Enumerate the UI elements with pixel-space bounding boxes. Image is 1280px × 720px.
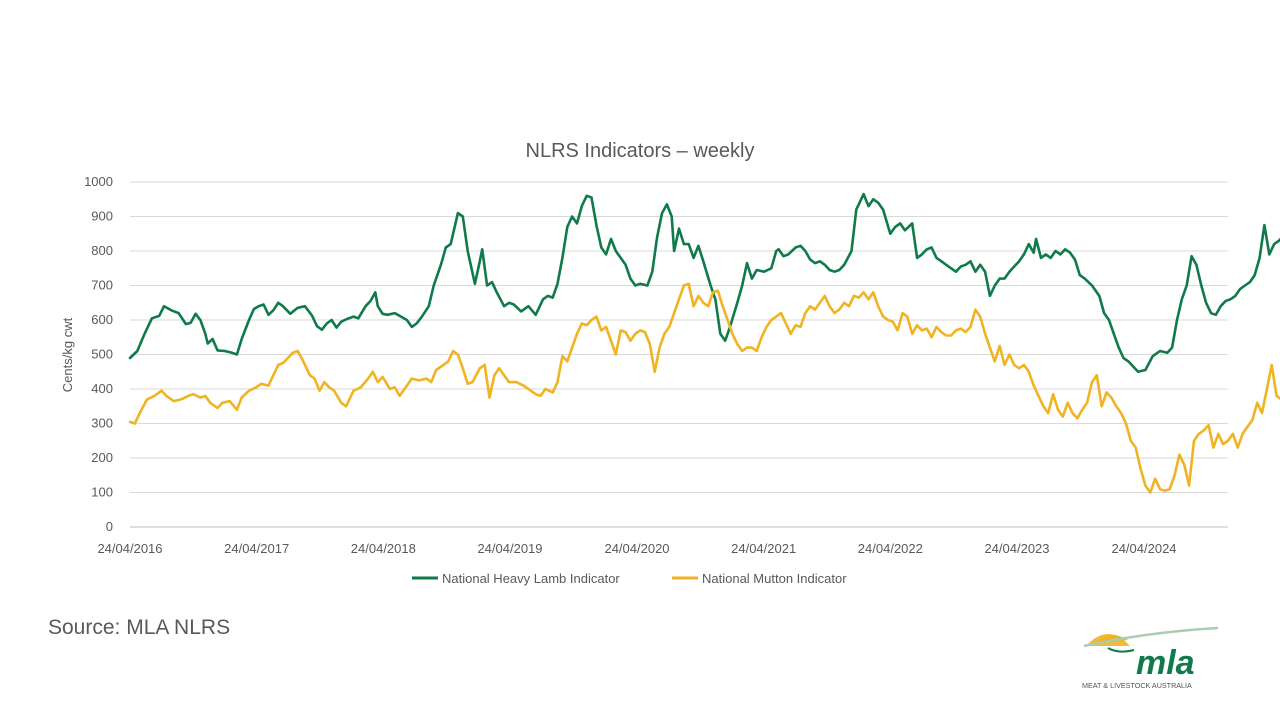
y-tick-label: 800	[91, 243, 113, 258]
y-tick-label: 400	[91, 381, 113, 396]
x-tick-label: 24/04/2019	[477, 541, 542, 556]
y-tick-label: 300	[91, 416, 113, 431]
x-tick-label: 24/04/2018	[351, 541, 416, 556]
x-tick-label: 24/04/2021	[731, 541, 796, 556]
x-axis: 24/04/2016 24/04/2017 24/04/2018 24/04/2019…	[97, 541, 1176, 556]
mla-logo: mla MEAT & LIVESTOCK AUSTRALIA	[1082, 626, 1219, 690]
x-tick-label: 24/04/2024	[1111, 541, 1176, 556]
source-note: Source: MLA NLRS	[48, 616, 231, 639]
y-tick-label: 0	[106, 519, 113, 534]
x-tick-label: 24/04/2022	[858, 541, 923, 556]
x-tick-label: 24/04/2023	[984, 541, 1049, 556]
chart-title: NLRS Indicators – weekly	[526, 140, 755, 162]
y-axis: 0 100 200 300 400 500 600 700 800 900 1000	[84, 174, 113, 534]
y-tick-label: 1000	[84, 174, 113, 189]
logo-wordmark: mla	[1136, 644, 1195, 682]
logo-tagline: MEAT & LIVESTOCK AUSTRALIA	[1082, 681, 1192, 690]
y-tick-label: 500	[91, 347, 113, 362]
x-tick-label: 24/04/2016	[97, 541, 162, 556]
x-tick-label: 24/04/2017	[224, 541, 289, 556]
series-lines	[128, 192, 1280, 494]
y-tick-label: 100	[91, 485, 113, 500]
y-tick-label: 700	[91, 278, 113, 293]
y-axis-label: Cents/kg cwt	[60, 317, 75, 392]
series-line-0	[128, 192, 1280, 374]
y-tick-label: 900	[91, 209, 113, 224]
x-tick-label: 24/04/2020	[604, 541, 669, 556]
series-line-1	[128, 282, 1280, 494]
legend-label: National Heavy Lamb Indicator	[442, 571, 620, 586]
y-tick-label: 600	[91, 312, 113, 327]
y-tick-label: 200	[91, 450, 113, 465]
legend-label: National Mutton Indicator	[702, 571, 847, 586]
logo-swoosh	[1083, 626, 1219, 648]
legend: National Heavy Lamb Indicator National Mu…	[412, 571, 847, 586]
